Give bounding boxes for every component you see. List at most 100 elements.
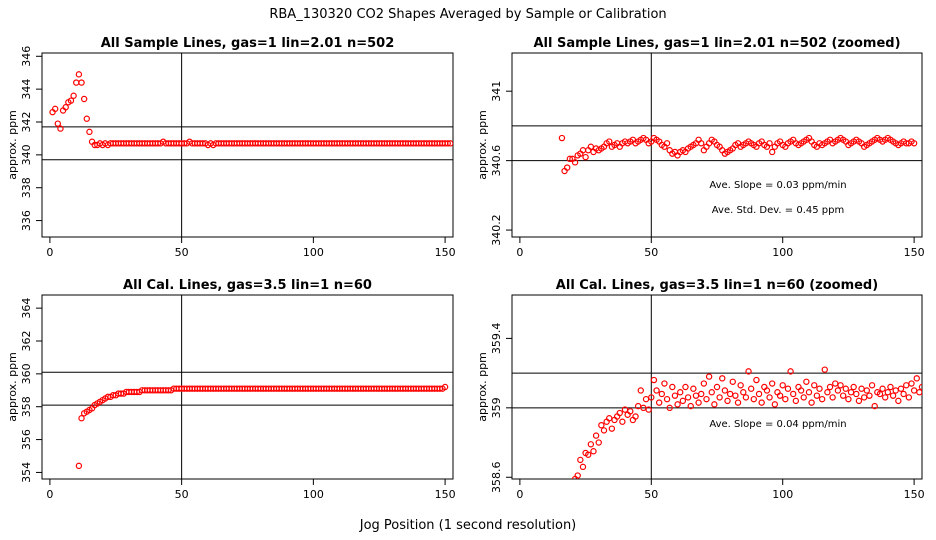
data-point (811, 382, 818, 389)
data-point (858, 385, 865, 392)
data-point (887, 383, 894, 391)
data-point (913, 375, 920, 382)
data-point (737, 382, 744, 389)
data-point (677, 389, 684, 396)
data-point (747, 385, 755, 392)
y-tick-label: 364 (20, 298, 33, 319)
x-tick-label: 0 (516, 246, 523, 259)
data-point (648, 394, 655, 401)
x-tick-label: 50 (175, 246, 189, 259)
data-point (700, 380, 708, 387)
data-point (577, 456, 584, 464)
data-point (925, 379, 930, 384)
data-point (684, 394, 692, 401)
data-point (703, 395, 710, 403)
panel-title: All Cal. Lines, gas=3.5 lin=1 n=60 (123, 278, 372, 293)
data-point (918, 383, 922, 391)
data-point (866, 392, 873, 399)
panel-3: All Cal. Lines, gas=3.5 lin=1 n=60 0 50 100… (6, 278, 456, 501)
data-point (910, 140, 918, 147)
plot-frame (41, 294, 454, 480)
data-point (900, 390, 907, 398)
y-tick-label: 340.2 (490, 214, 503, 246)
data-point (674, 401, 681, 408)
data-point (608, 425, 616, 432)
data-point (75, 71, 83, 78)
data-point (80, 95, 88, 103)
data-point (892, 387, 899, 394)
data-point (642, 395, 650, 403)
data-point (871, 402, 878, 410)
data-point (690, 385, 697, 392)
y-tick-label: 340 (20, 144, 33, 165)
data-point (600, 427, 608, 434)
data-point (713, 383, 721, 391)
data-point (903, 382, 910, 389)
data-point (598, 421, 605, 429)
panel-title: All Sample Lines, gas=1 lin=2.01 n=502 (… (533, 36, 900, 51)
data-point (755, 390, 763, 398)
y-tick-label: 360 (20, 363, 33, 384)
data-point (921, 392, 922, 396)
x-tick-label: 100 (303, 488, 324, 501)
stat-annotation: Ave. Slope = 0.04 ppm/min (709, 419, 846, 430)
data-point (897, 385, 905, 392)
x-tick-label: 0 (46, 246, 53, 259)
data-point (692, 392, 700, 399)
data-point (863, 387, 871, 394)
data-point (590, 448, 597, 455)
data-point (876, 390, 884, 398)
data-point (750, 395, 757, 403)
data-point (742, 394, 750, 401)
figure-xlabel: Jog Position (1 second resolution) (359, 518, 577, 533)
x-tick-label: 150 (435, 246, 456, 259)
x-tick-label: 50 (644, 488, 658, 501)
data-point (768, 380, 776, 387)
data-point (75, 462, 83, 470)
data-point (910, 387, 918, 394)
data-point (571, 159, 579, 166)
x-tick-label: 0 (516, 488, 523, 501)
data-point (766, 140, 773, 147)
data-point (83, 115, 90, 122)
data-point (771, 401, 779, 408)
stat-annotation: Ave. Slope = 0.03 ppm/min (709, 180, 846, 191)
data-point (619, 418, 626, 425)
data-points (49, 71, 453, 149)
data-point (842, 385, 849, 392)
data-point (616, 409, 623, 417)
data-point (632, 413, 639, 420)
data-point (839, 392, 847, 399)
data-point (853, 390, 860, 398)
data-point (719, 375, 726, 382)
data-point (816, 385, 823, 392)
data-point (908, 380, 915, 387)
data-point (627, 408, 634, 415)
data-point (721, 387, 729, 394)
panel-1: All Sample Lines, gas=1 lin=2.01 n=502 0 5… (6, 36, 456, 259)
data-point (889, 392, 897, 399)
data-point (792, 397, 800, 405)
data-point (813, 392, 821, 399)
data-point (653, 387, 660, 394)
plot-frame (511, 294, 923, 480)
data-point (579, 463, 587, 471)
data-point (726, 390, 734, 398)
data-point (51, 105, 59, 113)
data-point (592, 432, 600, 439)
data-point (724, 397, 731, 405)
y-tick-label: 341 (490, 81, 503, 102)
data-point (790, 390, 797, 398)
data-point (585, 451, 592, 458)
y-tick-label: 359 (490, 397, 503, 418)
data-point (444, 140, 451, 147)
data-point (850, 383, 857, 391)
data-point (800, 394, 807, 401)
y-tick-label: 342 (20, 112, 33, 133)
data-point (563, 164, 571, 171)
data-point (930, 383, 935, 388)
data-point (658, 390, 666, 398)
data-point (441, 383, 449, 391)
data-point (768, 148, 776, 156)
data-point (695, 399, 702, 406)
